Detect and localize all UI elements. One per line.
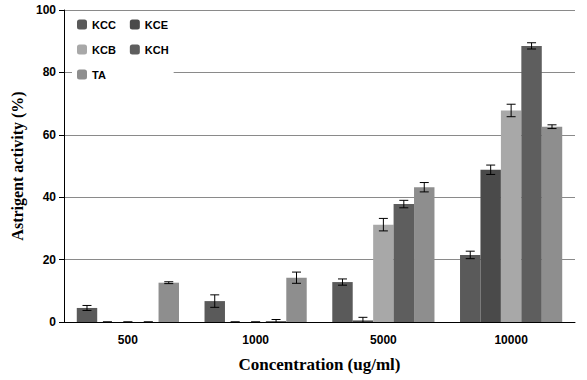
svg-text:1000: 1000 [242,333,269,347]
svg-text:KCE: KCE [145,19,168,31]
svg-text:TA: TA [92,69,106,81]
svg-text:KCB: KCB [92,44,116,56]
svg-text:40: 40 [43,190,57,204]
svg-text:Astrigent activity (%): Astrigent activity (%) [9,91,27,240]
svg-text:20: 20 [43,253,57,267]
svg-text:Concentration (ug/ml): Concentration (ug/ml) [239,355,401,374]
svg-text:500: 500 [118,333,138,347]
svg-text:0: 0 [49,315,56,329]
svg-text:60: 60 [43,128,57,142]
svg-text:KCC: KCC [92,19,116,31]
svg-text:5000: 5000 [370,333,397,347]
svg-text:10000: 10000 [494,333,528,347]
svg-text:KCH: KCH [145,44,169,56]
svg-text:80: 80 [43,65,57,79]
svg-text:100: 100 [36,3,56,17]
